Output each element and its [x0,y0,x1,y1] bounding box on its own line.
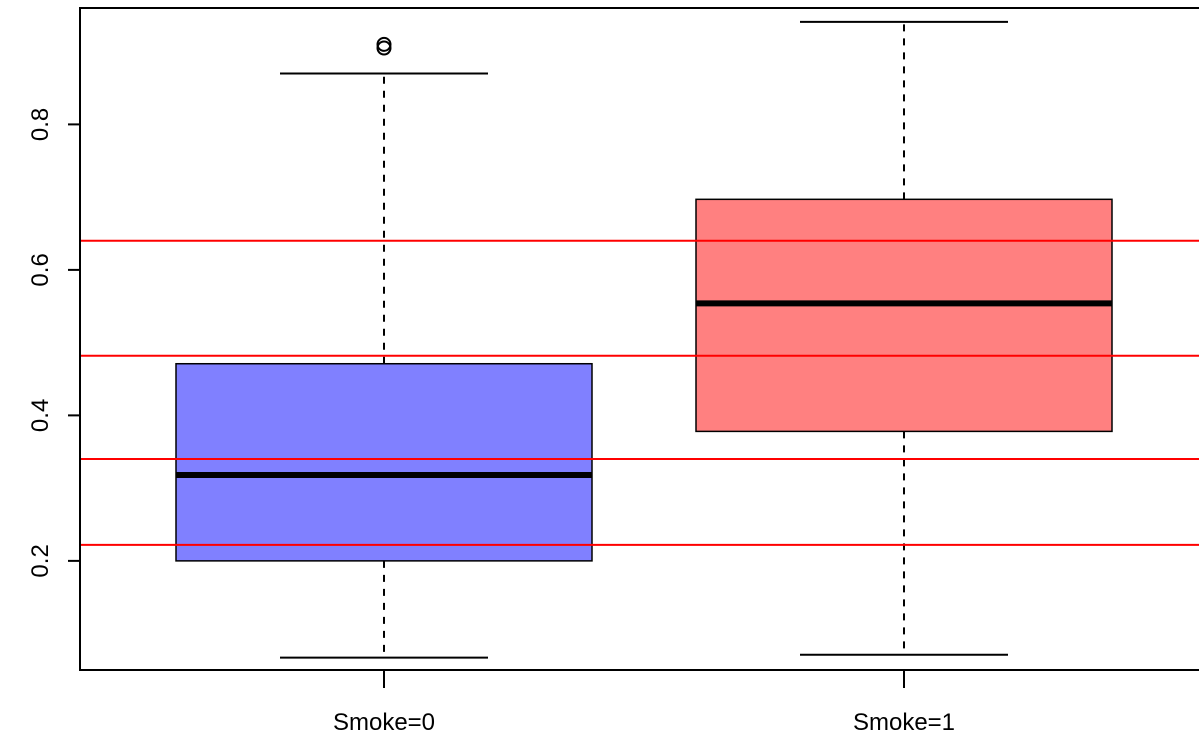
reference-lines-layer [80,239,1199,546]
y-tick-label: 0.4 [27,399,54,432]
axes-layer: 0.2 0.4 0.6 0.8 Smoke=0 Smoke=1 [27,7,1199,736]
y-tick-label: 0.8 [27,108,54,141]
box-iqr [695,198,1113,433]
box-iqr [175,362,593,562]
y-tick-label: 0.6 [27,253,54,286]
y-tick-label: 0.2 [27,544,54,577]
outlier-point [376,36,392,52]
box-group [175,36,593,659]
plot-frame [79,7,1199,671]
x-tick-label: Smoke=0 [333,709,435,736]
boxes-layer [175,20,1113,659]
box-group [695,20,1113,656]
x-tick-label: Smoke=1 [853,709,955,736]
